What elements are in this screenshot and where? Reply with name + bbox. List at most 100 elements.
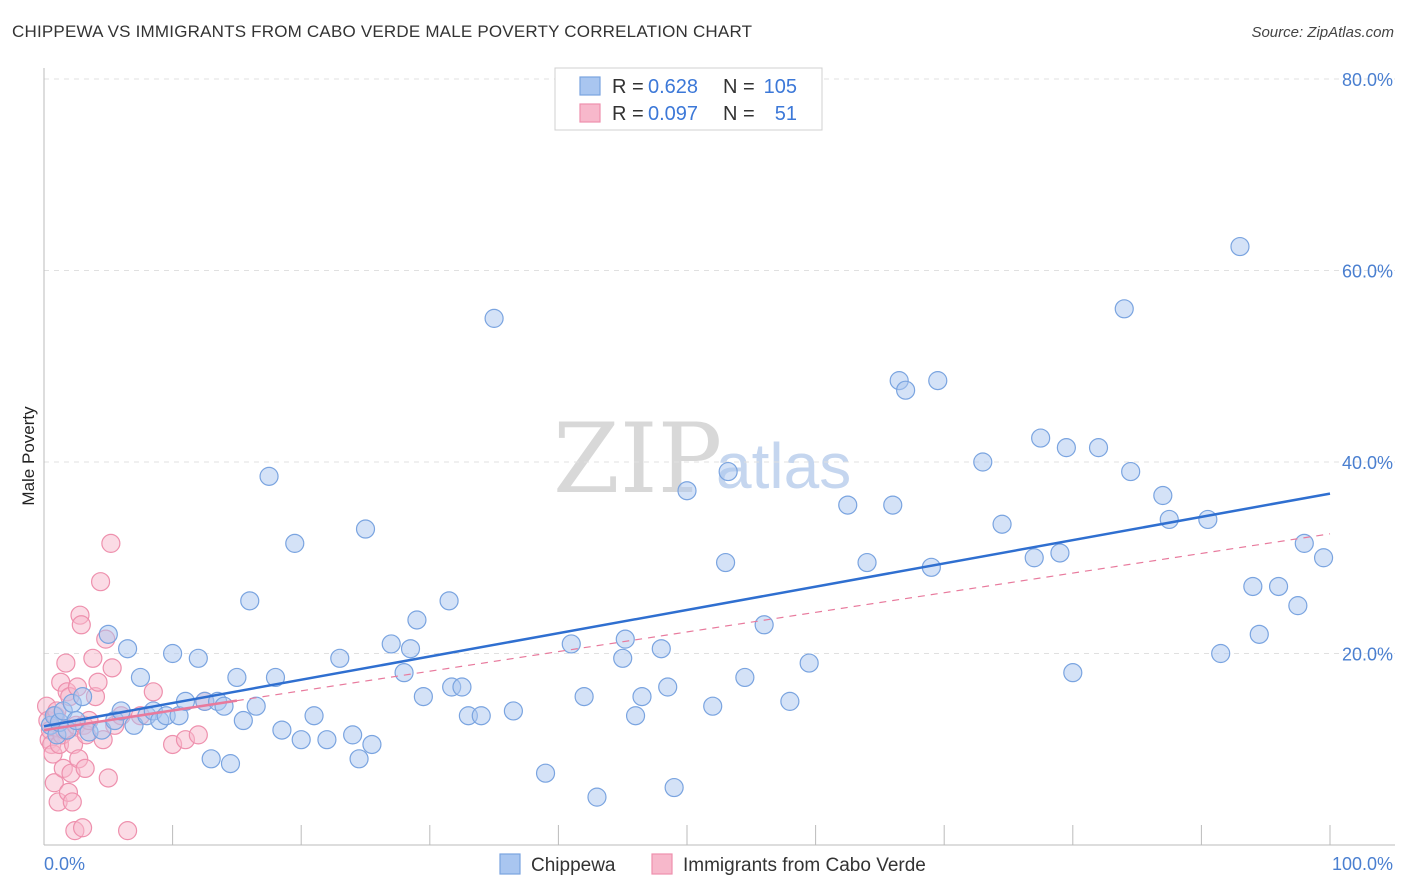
- y-tick-label-20: 20.0%: [1342, 645, 1393, 665]
- cabo-verde-point-20: [62, 792, 82, 812]
- chippewa-point-89: [1056, 438, 1076, 458]
- cabo-verde-point-27: [71, 615, 91, 635]
- cabo-verde-series-swatch: [651, 853, 673, 875]
- chippewa-point-53: [452, 677, 472, 697]
- chippewa-point-43: [349, 749, 369, 769]
- chippewa-point-71: [715, 552, 736, 573]
- chippewa-point-41: [330, 648, 350, 668]
- cabo-verde-point-33: [83, 648, 103, 668]
- cabo-verde-point-6: [44, 773, 64, 793]
- cabo-verde-point-28: [72, 818, 93, 838]
- y-tick-label-60: 60.0%: [1342, 262, 1393, 282]
- chippewa-point-76: [799, 653, 819, 673]
- stats-legend: R = 0.628 N = 105 R = 0.097 N = 51: [554, 67, 823, 131]
- chippewa-point-39: [304, 706, 324, 726]
- chippewa-point-34: [259, 466, 279, 486]
- chippewa-series-label: Chippewa: [531, 855, 616, 876]
- chippewa-point-81: [896, 380, 916, 400]
- cabo-verde-series-label: Immigrants from Cabo Verde: [683, 855, 926, 876]
- chippewa-point-70: [703, 696, 723, 716]
- chippewa-point-87: [1031, 428, 1051, 448]
- cabo-verde-points: [36, 533, 215, 841]
- legend-r-label-2: R =: [612, 103, 644, 125]
- chippewa-point-48: [400, 639, 421, 659]
- chippewa-point-57: [503, 701, 523, 721]
- x-tick-label-max: 100.0%: [1332, 854, 1393, 874]
- chippewa-point-26: [201, 749, 221, 769]
- chippewa-point-69: [677, 481, 697, 501]
- chippewa-point-93: [1121, 461, 1141, 482]
- chippewa-point-72: [718, 461, 738, 482]
- chippewa-point-65: [632, 686, 652, 707]
- chippewa-point-55: [471, 706, 491, 726]
- chippewa-point-21: [163, 643, 183, 664]
- chippewa-point-94: [1153, 485, 1173, 506]
- chippewa-point-67: [658, 677, 678, 697]
- chippewa-point-84: [973, 452, 993, 472]
- chippewa-point-42: [343, 725, 363, 745]
- chart-title: CHIPPEWA VS IMMIGRANTS FROM CABO VERDE M…: [12, 22, 753, 41]
- chippewa-point-35: [265, 667, 286, 688]
- chippewa-point-98: [1230, 236, 1250, 257]
- chippewa-points: [40, 236, 1334, 807]
- legend-r-label-1: R =: [612, 76, 644, 98]
- chippewa-point-31: [233, 710, 253, 731]
- chippewa-point-78: [857, 552, 877, 573]
- chippewa-point-97: [1211, 643, 1231, 664]
- cabo-verde-point-49: [188, 725, 208, 745]
- cabo-verde-point-35: [88, 672, 108, 692]
- y-tick-label-40: 40.0%: [1342, 453, 1393, 473]
- legend-n-label-1: N =: [723, 76, 755, 98]
- chippewa-point-63: [615, 629, 635, 649]
- y-axis-label: Male Poverty: [19, 406, 38, 506]
- cabo-verde-point-15: [56, 653, 76, 673]
- cabo-verde-point-39: [98, 768, 118, 788]
- chippewa-point-8: [72, 686, 93, 707]
- chippewa-point-64: [625, 706, 646, 726]
- chippewa-point-46: [381, 634, 401, 654]
- cabo-verde-legend-swatch: [579, 103, 601, 123]
- cabo-verde-point-40: [101, 533, 121, 553]
- chippewa-point-99: [1243, 576, 1263, 597]
- chippewa-point-91: [1088, 438, 1109, 458]
- chippewa-point-60: [574, 686, 594, 707]
- chippewa-point-56: [484, 308, 504, 328]
- chippewa-point-77: [838, 495, 858, 515]
- x-tick-label-min: 0.0%: [44, 854, 85, 874]
- cabo-verde-point-41: [102, 658, 122, 678]
- cabo-verde-point-30: [75, 758, 95, 779]
- chippewa-point-75: [780, 691, 800, 711]
- chippewa-point-32: [240, 591, 260, 611]
- legend-n-value-2: 51: [775, 103, 797, 125]
- chippewa-series-swatch: [499, 853, 521, 875]
- legend-r-value-1: 0.628: [648, 76, 698, 98]
- chippewa-point-24: [188, 648, 208, 668]
- chippewa-point-95: [1159, 509, 1179, 530]
- chippewa-legend-swatch: [579, 76, 601, 96]
- chippewa-point-45: [362, 734, 382, 755]
- cabo-verde-point-46: [143, 682, 163, 702]
- chippewa-point-44: [355, 519, 376, 539]
- chippewa-point-37: [285, 533, 305, 553]
- cabo-verde-trend-line: [43, 533, 1331, 731]
- chippewa-point-58: [535, 763, 556, 783]
- chippewa-point-51: [439, 591, 459, 611]
- cabo-verde-point-36: [90, 572, 111, 592]
- chippewa-point-103: [1294, 533, 1314, 553]
- chippewa-point-96: [1198, 509, 1218, 530]
- chippewa-point-101: [1268, 576, 1289, 597]
- chippewa-point-86: [1024, 548, 1044, 568]
- chippewa-point-104: [1313, 548, 1334, 568]
- cabo-verde-point-44: [117, 821, 138, 841]
- legend-n-value-1: 105: [764, 76, 797, 98]
- watermark-atlas: atlas: [716, 430, 851, 502]
- chippewa-point-14: [117, 639, 138, 659]
- chippewa-point-38: [291, 730, 311, 750]
- chippewa-point-74: [754, 615, 774, 635]
- chippewa-point-30: [227, 667, 247, 688]
- chippewa-point-73: [735, 667, 755, 688]
- legend-r-value-2: 0.097: [648, 103, 698, 125]
- chippewa-point-68: [664, 777, 684, 798]
- chippewa-point-102: [1288, 596, 1308, 616]
- chippewa-point-83: [928, 371, 948, 391]
